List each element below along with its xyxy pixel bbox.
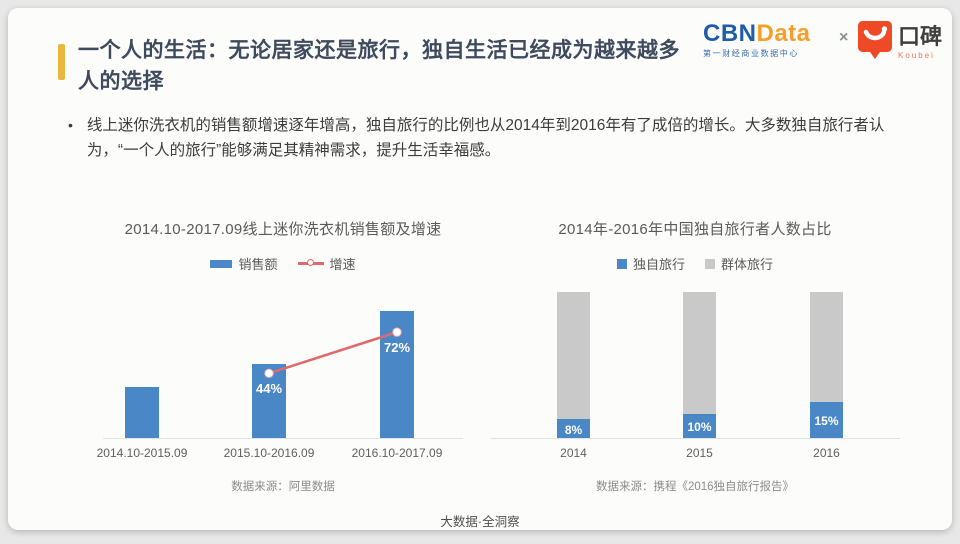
solo-travel-chart: 2014年-2016年中国独自旅行者人数占比 独自旅行 群体旅行 8% 10% 15…	[490, 218, 900, 498]
solo-travel-bar	[810, 402, 843, 438]
legend-label-sales: 销售额	[238, 257, 278, 272]
sales-growth-source: 数据来源：阿里数据	[231, 481, 335, 493]
cbndata-wordmark-blue: CBN	[703, 20, 757, 47]
sales-growth-chart: 2014.10-2017.09线上迷你洗衣机销售额及增速 销售额 增速 44% 7…	[93, 218, 473, 498]
legend-label-growth: 增速	[329, 257, 356, 272]
bullet-marker: •	[68, 117, 73, 133]
cbndata-subtitle: 第一财经商业数据中心	[703, 49, 799, 58]
sales-growth-legend: 销售额 增速	[93, 254, 473, 273]
x-axis-label: 2016	[813, 446, 840, 460]
x-axis-label: 2015.10-2016.09	[223, 446, 315, 460]
growth-value-label: 44%	[255, 381, 283, 397]
x-axis-label: 2015	[686, 446, 713, 460]
koubei-logo: 口碑 Koubei	[857, 20, 942, 60]
summary-bullet-text: 线上迷你洗衣机的销售额增速逐年增高，独自旅行的比例也从2014年到2016年有了…	[86, 117, 885, 159]
page-title-line1: 一个人的生活：无论居家还是旅行，独自生活已经成为越来越多	[78, 39, 680, 62]
sales-growth-plot: 44% 72%	[103, 290, 463, 439]
solo-percent-label: 15%	[814, 414, 839, 428]
solo-travel-source: 数据来源：携程《2016独自旅行报告》	[595, 481, 795, 493]
koubei-name-cn: 口碑	[898, 24, 943, 49]
growth-line-swatch-icon	[297, 259, 324, 267]
cbndata-wordmark: CBNData	[703, 21, 811, 47]
koubei-name-en: Koubei	[898, 51, 935, 60]
travel-plot: 8% 10% 15%	[490, 290, 900, 439]
logo-separator: ×	[839, 29, 849, 46]
solo-travel-bar	[683, 414, 716, 438]
sales-bar	[380, 311, 414, 438]
legend-item-solo: 独自旅行	[616, 254, 685, 273]
koubei-wordmark: 口碑 Koubei	[898, 20, 942, 60]
solo-travel-legend: 独自旅行 群体旅行	[490, 254, 900, 273]
legend-item-sales: 销售额	[210, 254, 278, 273]
growth-value-label: 72%	[383, 340, 411, 356]
slide-footer: 大数据·全洞察	[440, 515, 520, 529]
group-travel-bar	[810, 292, 843, 402]
group-travel-bar	[683, 292, 716, 414]
sales-bar	[252, 364, 286, 438]
page-title: 一个人的生活：无论居家还是旅行，独自生活已经成为越来越多 人的选择	[78, 35, 708, 97]
legend-label-group: 群体旅行	[721, 257, 774, 272]
sales-bar	[125, 387, 159, 438]
page-title-line2: 人的选择	[78, 70, 164, 93]
sales-growth-chart-title: 2014.10-2017.09线上迷你洗衣机销售额及增速	[124, 221, 442, 238]
legend-label-solo: 独自旅行	[632, 257, 685, 272]
solo-travel-bar	[557, 419, 590, 438]
x-axis-label: 2014	[560, 446, 587, 460]
group-travel-swatch-icon	[705, 258, 715, 269]
solo-travel-swatch-icon	[616, 258, 627, 269]
solo-percent-label: 10%	[687, 420, 712, 434]
solo-percent-label: 8%	[564, 422, 583, 437]
travel-xlabels: 2014 2015 2016	[490, 446, 900, 462]
cbndata-logo: CBNData 第一财经商业数据中心	[703, 21, 811, 59]
koubei-smile-badge-icon	[858, 21, 892, 59]
solo-travel-chart-title: 2014年-2016年中国独自旅行者人数占比	[558, 221, 832, 238]
sales-growth-xlabels: 2014.10-2015.09 2015.10-2016.09 2016.10-20…	[97, 446, 463, 462]
summary-bullet: • 线上迷你洗衣机的销售额增速逐年增高，独自旅行的比例也从2014年到2016年…	[62, 113, 928, 163]
legend-item-group: 群体旅行	[705, 254, 773, 273]
slide-card: 一个人的生活：无论居家还是旅行，独自生活已经成为越来越多 人的选择 CBNDat…	[8, 8, 952, 530]
x-axis-label: 2016.10-2017.09	[351, 446, 443, 460]
legend-item-growth: 增速	[297, 254, 356, 273]
group-travel-bar	[557, 292, 590, 419]
title-accent-bar	[58, 44, 65, 80]
cbndata-wordmark-orange: Data	[756, 20, 811, 47]
x-axis-label: 2014.10-2015.09	[96, 446, 188, 460]
sales-bar-swatch-icon	[210, 259, 233, 268]
growth-marker-swatch-icon	[306, 259, 314, 267]
